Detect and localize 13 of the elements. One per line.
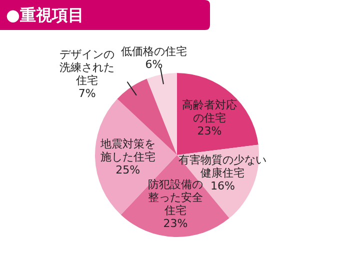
chart-title: ●重視項目: [6, 6, 84, 25]
slice-label: 低価格の住宅: [120, 45, 188, 58]
data-label: 16%: [210, 180, 235, 193]
slice-label: デザインの洗練された住宅: [58, 48, 116, 87]
data-label: 25%: [114, 163, 142, 176]
slice-label: 有害物質の少ない健康住宅: [178, 154, 268, 180]
slice-label: 地震対策を施した住宅: [99, 137, 156, 164]
data-label: 23%: [162, 217, 189, 230]
slice-label: 防犯設備の整った安全住宅: [146, 178, 204, 218]
data-label: 6%: [144, 58, 164, 72]
data-label: 23%: [196, 124, 223, 138]
data-label: 7%: [77, 86, 97, 100]
slice-label: 高齢者対応の住宅: [181, 98, 238, 125]
